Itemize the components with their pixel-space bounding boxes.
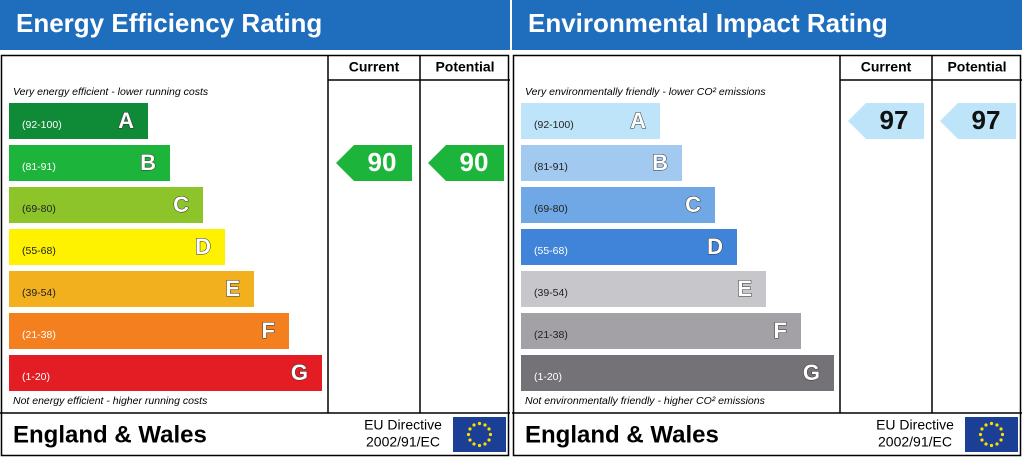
band-range: (21-38) <box>22 329 56 341</box>
eu-star <box>995 442 999 446</box>
eu-star <box>472 442 476 446</box>
bottom-note: Not environmentally friendly - higher CO… <box>525 395 766 407</box>
band-letter: G <box>803 360 820 385</box>
band-range: (92-100) <box>22 119 62 131</box>
rating-band <box>9 187 203 223</box>
header-bar <box>0 0 510 50</box>
eu-star <box>1000 432 1005 437</box>
eu-star <box>466 432 471 437</box>
band-letter: D <box>707 234 723 259</box>
rating-arrow <box>848 103 924 139</box>
eu-star <box>980 438 984 442</box>
rating-band <box>9 145 170 181</box>
rating-band <box>9 229 225 265</box>
eu-star <box>487 438 491 442</box>
band-range: (21-38) <box>534 329 568 341</box>
band-letter: F <box>774 318 787 343</box>
directive-text: 2002/91/EC <box>878 434 952 450</box>
band-range: (39-54) <box>534 287 568 299</box>
header-bar <box>512 0 1022 50</box>
band-range: (69-80) <box>22 203 56 215</box>
eu-star <box>980 427 984 431</box>
eu-star <box>978 432 983 437</box>
eu-star <box>483 442 487 446</box>
band-letter: C <box>173 192 189 217</box>
rating-arrow <box>428 145 504 181</box>
rating-band <box>521 229 737 265</box>
band-letter: F <box>262 318 275 343</box>
footer-region: England & Wales <box>13 421 207 448</box>
directive-text: 2002/91/EC <box>366 434 440 450</box>
band-letter: G <box>291 360 308 385</box>
rating-band <box>521 313 801 349</box>
eu-star <box>468 427 472 431</box>
band-letter: B <box>652 150 668 175</box>
band-letter: C <box>685 192 701 217</box>
eu-star <box>483 423 487 427</box>
bottom-note: Not energy efficient - higher running co… <box>13 395 208 407</box>
band-range: (55-68) <box>534 245 568 257</box>
band-letter: D <box>195 234 211 259</box>
band-range: (69-80) <box>534 203 568 215</box>
eu-star <box>999 438 1003 442</box>
column-header: Current <box>349 59 400 75</box>
rating-band <box>9 103 148 139</box>
band-range: (1-20) <box>534 371 562 383</box>
band-range: (81-91) <box>534 161 568 173</box>
rating-value: 97 <box>880 105 909 135</box>
eu-star <box>488 432 493 437</box>
rating-arrow <box>940 103 1016 139</box>
rating-band <box>521 145 682 181</box>
band-range: (92-100) <box>534 119 574 131</box>
rating-band <box>521 103 660 139</box>
band-letter: E <box>225 276 240 301</box>
band-letter: E <box>737 276 752 301</box>
rating-band <box>521 187 715 223</box>
rating-value: 97 <box>972 105 1001 135</box>
eu-star <box>487 427 491 431</box>
eu-star <box>995 423 999 427</box>
rating-value: 90 <box>460 147 489 177</box>
eu-star <box>999 427 1003 431</box>
panel-title: Energy Efficiency Rating <box>16 8 322 38</box>
column-header: Potential <box>435 59 494 75</box>
rating-value: 90 <box>368 147 397 177</box>
column-header: Potential <box>947 59 1006 75</box>
eu-star <box>984 442 988 446</box>
top-note: Very energy efficient - lower running co… <box>13 86 209 98</box>
column-header: Current <box>861 59 912 75</box>
eu-star <box>468 438 472 442</box>
top-note: Very environmentally friendly - lower CO… <box>525 86 766 98</box>
band-range: (1-20) <box>22 371 50 383</box>
directive-text: EU Directive <box>364 417 442 433</box>
band-range: (81-91) <box>22 161 56 173</box>
eu-star <box>472 423 476 427</box>
band-letter: B <box>140 150 156 175</box>
band-range: (55-68) <box>22 245 56 257</box>
directive-text: EU Directive <box>876 417 954 433</box>
band-letter: A <box>118 108 134 133</box>
rating-band <box>9 355 322 391</box>
eu-star <box>989 421 994 426</box>
frame <box>512 54 1022 457</box>
footer-region: England & Wales <box>525 421 719 448</box>
rating-band <box>9 313 289 349</box>
rating-band <box>521 355 834 391</box>
rating-band <box>9 271 254 307</box>
eu-star <box>989 443 994 448</box>
band-range: (39-54) <box>22 287 56 299</box>
rating-panel: Energy Efficiency Rating Current Potential… <box>0 0 510 457</box>
panel-title: Environmental Impact Rating <box>528 8 888 38</box>
rating-panel: Environmental Impact Rating Current Potent… <box>512 0 1022 457</box>
eu-star <box>477 421 482 426</box>
eu-star <box>477 443 482 448</box>
rating-band <box>521 271 766 307</box>
eu-star <box>984 423 988 427</box>
band-letter: A <box>630 108 646 133</box>
rating-arrow <box>336 145 412 181</box>
frame <box>0 54 510 457</box>
